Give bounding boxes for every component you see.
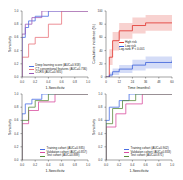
svg-text:20: 20 [99,62,103,66]
svg-text:1.0: 1.0 [14,9,19,13]
svg-text:1-Specificity: 1-Specificity [130,169,149,172]
svg-text:24: 24 [131,80,135,84]
svg-text:0: 0 [105,80,107,84]
svg-text:40: 40 [99,49,103,53]
html-text:Log-rank P < 0.001: Log-rank P < 0.001 [119,47,145,52]
svg-text:Sensitivity: Sensitivity [8,119,12,135]
svg-text:0.6: 0.6 [60,163,65,167]
svg-text:0.0: 0.0 [14,158,19,162]
html-text:Training cohort (AUC=0.935): Training cohort (AUC=0.935) [46,146,85,151]
svg-text:0.0: 0.0 [14,75,19,79]
svg-text:0.0: 0.0 [98,158,103,162]
svg-text:0.8: 0.8 [98,105,103,109]
svg-text:Sensitivity: Sensitivity [8,36,12,52]
svg-text:36: 36 [144,80,148,84]
svg-text:48: 48 [157,80,161,84]
svg-text:0.2: 0.2 [33,80,38,84]
svg-text:0.0: 0.0 [20,163,25,167]
svg-text:0.2: 0.2 [117,163,122,167]
svg-text:0.8: 0.8 [14,105,19,109]
svg-text:Sensitivity: Sensitivity [92,119,96,135]
svg-text:1.0: 1.0 [98,92,103,96]
html-text:Low risk: Low risk [125,43,136,48]
svg-text:0.4: 0.4 [46,80,51,84]
svg-text:12: 12 [118,80,122,84]
svg-text:60: 60 [170,80,174,84]
html-text:Test cohort (AUC=0.871): Test cohort (AUC=0.871) [130,153,164,158]
svg-text:0.4: 0.4 [46,163,51,167]
svg-text:0.4: 0.4 [98,132,103,136]
svg-text:80: 80 [99,22,103,26]
html-text:Deep learning score (AUC=0.918: Deep learning score (AUC=0.918) [35,63,81,68]
svg-text:0.6: 0.6 [98,118,103,122]
svg-text:0.6: 0.6 [60,80,65,84]
svg-text:0.4: 0.4 [14,49,19,53]
svg-text:0.0: 0.0 [20,80,25,84]
svg-text:0.2: 0.2 [14,145,19,149]
svg-text:1.0: 1.0 [14,92,19,96]
svg-text:0.2: 0.2 [33,163,38,167]
svg-text:0.8: 0.8 [14,22,19,26]
html-text:Training cohort (AUC=0.902): Training cohort (AUC=0.902) [130,146,169,151]
html-text:CCRS (AUC=0.935): CCRS (AUC=0.935) [35,70,63,75]
svg-text:0.6: 0.6 [144,163,149,167]
html-text:Test cohort (AUC=0.889): Test cohort (AUC=0.889) [46,153,80,158]
svg-text:Cumulative incidence (%): Cumulative incidence (%) [92,24,96,64]
svg-text:1-Specificity: 1-Specificity [46,169,65,172]
svg-text:1.0: 1.0 [86,163,91,167]
html-text:High risk: High risk [125,40,137,44]
svg-text:100: 100 [97,9,102,13]
svg-text:0.8: 0.8 [73,80,78,84]
html-text:Validation cohort (AUC=0.857): Validation cohort (AUC=0.857) [46,149,87,154]
svg-text:0: 0 [101,75,103,79]
svg-text:0.4: 0.4 [130,163,135,167]
svg-text:60: 60 [99,35,103,39]
svg-text:Time (months): Time (months) [128,86,150,89]
svg-text:0.6: 0.6 [14,35,19,39]
svg-text:1.0: 1.0 [86,80,91,84]
svg-text:0.2: 0.2 [14,62,19,66]
svg-text:1.0: 1.0 [170,163,175,167]
svg-text:1-Specificity: 1-Specificity [46,86,65,89]
html-text:CT conventional features (AUC=: CT conventional features (AUC=0.736) [35,66,87,71]
svg-text:0.2: 0.2 [98,145,103,149]
svg-text:0.8: 0.8 [73,163,78,167]
html-text:Validation cohort (AUC=0.833): Validation cohort (AUC=0.833) [130,149,171,154]
svg-text:0.0: 0.0 [104,163,109,167]
svg-text:0.4: 0.4 [14,132,19,136]
svg-text:0.6: 0.6 [14,118,19,122]
svg-text:0.8: 0.8 [157,163,162,167]
